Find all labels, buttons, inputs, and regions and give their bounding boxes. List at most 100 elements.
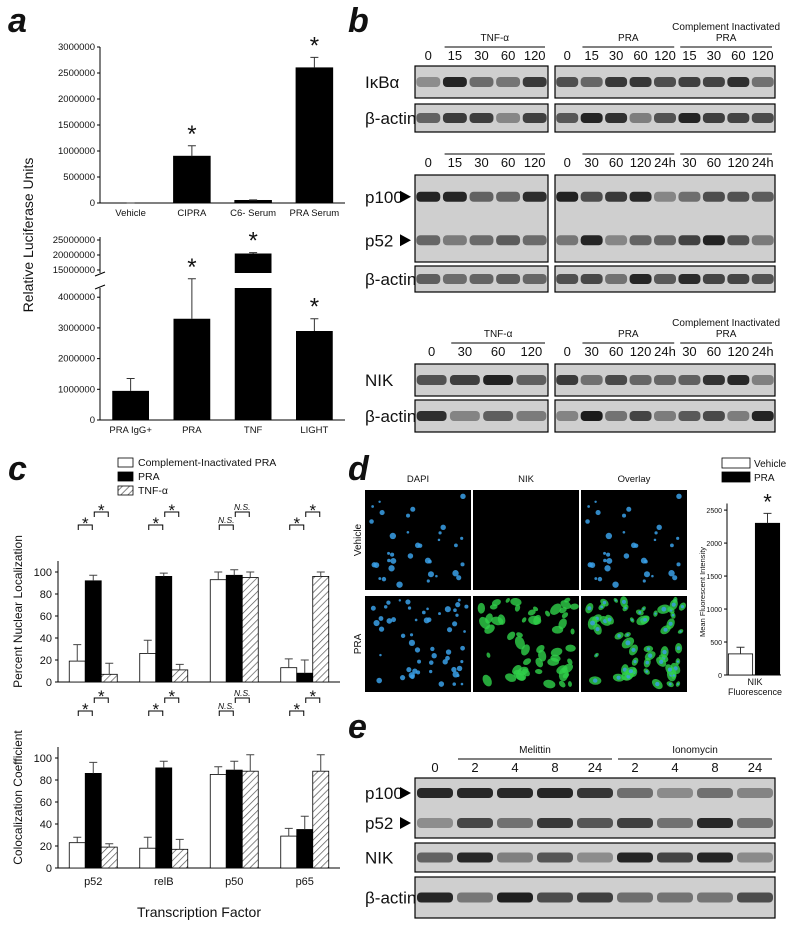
blot-background <box>554 174 776 263</box>
nucleus <box>643 617 647 622</box>
nucleus <box>617 634 621 638</box>
nik-cell <box>507 631 516 641</box>
nucleus <box>378 500 381 504</box>
lane-label: 24h <box>654 344 676 359</box>
nucleus <box>414 647 421 653</box>
lane-label: 24h <box>752 155 774 170</box>
nik-cell <box>550 603 562 615</box>
y-axis-label: Relative Luciferase Units <box>20 158 36 313</box>
nucleus <box>387 558 391 563</box>
y-tick-label: 0 <box>90 415 95 426</box>
significance-bracket <box>289 710 305 716</box>
y-tick-label: 1500 <box>706 574 722 581</box>
nucleus <box>633 543 639 548</box>
lane-label: 2 <box>471 760 478 775</box>
blot-band <box>457 788 493 798</box>
nucleus <box>430 646 435 652</box>
nucleus <box>438 531 442 535</box>
nucleus <box>373 619 380 627</box>
blot-band <box>580 274 603 284</box>
significance-bracket <box>234 697 250 703</box>
x-axis-label: Transcription Factor <box>137 904 261 920</box>
nik-cell <box>562 672 570 679</box>
x-axis-label: NIK Fluorescence <box>727 678 783 697</box>
blot-band <box>678 274 701 284</box>
nucleus <box>428 660 434 665</box>
nucleus <box>386 618 393 624</box>
blot-band <box>629 411 652 421</box>
nucleus <box>455 613 459 617</box>
legend-swatch <box>117 485 134 496</box>
bar <box>754 522 781 676</box>
nik-cell <box>561 612 569 619</box>
bar <box>112 390 149 420</box>
error-bar <box>300 659 309 674</box>
blot-band <box>654 77 676 87</box>
blot-band <box>496 235 521 246</box>
blot-band <box>469 191 494 202</box>
x-tick-label: p65 <box>296 876 314 888</box>
nik-cell <box>517 666 529 676</box>
bar <box>139 847 157 869</box>
lane-label: 60 <box>633 48 647 63</box>
nucleus <box>667 667 673 672</box>
axis-break <box>94 284 106 290</box>
bar <box>296 672 314 683</box>
nik-cell <box>551 625 564 634</box>
blot-band <box>727 274 750 284</box>
lane-label: 60 <box>731 48 745 63</box>
nucleus <box>408 639 416 646</box>
nucleus <box>460 682 464 686</box>
column-label: Overlay <box>618 474 651 485</box>
blot-band <box>522 77 547 87</box>
nucleus <box>452 682 456 686</box>
y-tick-label: 2500 <box>706 508 722 515</box>
blot-band <box>556 274 579 284</box>
nucleus <box>643 571 651 578</box>
blot-band <box>727 77 750 87</box>
blot-band <box>678 191 701 202</box>
group-title-box: PRA <box>618 329 639 340</box>
lane-label: 120 <box>524 48 546 63</box>
legend-swatch <box>721 471 751 483</box>
y-tick-label: 1500000 <box>58 120 95 131</box>
bar <box>84 580 102 683</box>
nucleus <box>391 617 397 623</box>
blot-band <box>580 235 603 246</box>
row-arrow <box>400 817 411 829</box>
legend-label: PRA <box>754 473 775 484</box>
blot-band <box>522 235 547 246</box>
bar <box>209 774 227 869</box>
nucleus <box>676 682 680 686</box>
x-axis-label-box: NIK Fluorescence <box>727 678 783 697</box>
nucleus <box>612 581 619 588</box>
micrograph <box>473 490 579 590</box>
blot-band <box>442 113 467 123</box>
nucleus <box>438 612 441 616</box>
error-bar <box>284 827 293 837</box>
nucleus <box>655 681 660 687</box>
legend-label: TNF-α <box>138 485 168 497</box>
bar <box>209 579 227 683</box>
blot-band <box>556 113 579 123</box>
blot-band <box>678 113 701 123</box>
nucleus <box>388 565 395 572</box>
blot-band <box>577 788 613 798</box>
nucleus <box>676 493 682 500</box>
blot-band <box>702 411 725 421</box>
row-label: Vehicle <box>353 523 364 556</box>
nucleus <box>638 610 642 614</box>
blot-band <box>629 235 652 246</box>
blot-band <box>577 818 613 828</box>
nucleus <box>417 659 422 664</box>
bar <box>280 835 298 869</box>
nucleus <box>625 640 631 646</box>
nik-cell <box>558 680 566 688</box>
nucleus <box>606 552 611 557</box>
y-tick-label: 500 <box>710 640 722 647</box>
nucleus <box>676 646 681 651</box>
bar <box>280 667 298 683</box>
significance-bracket <box>305 697 321 703</box>
blot-band <box>605 274 628 284</box>
nucleus <box>460 562 465 567</box>
